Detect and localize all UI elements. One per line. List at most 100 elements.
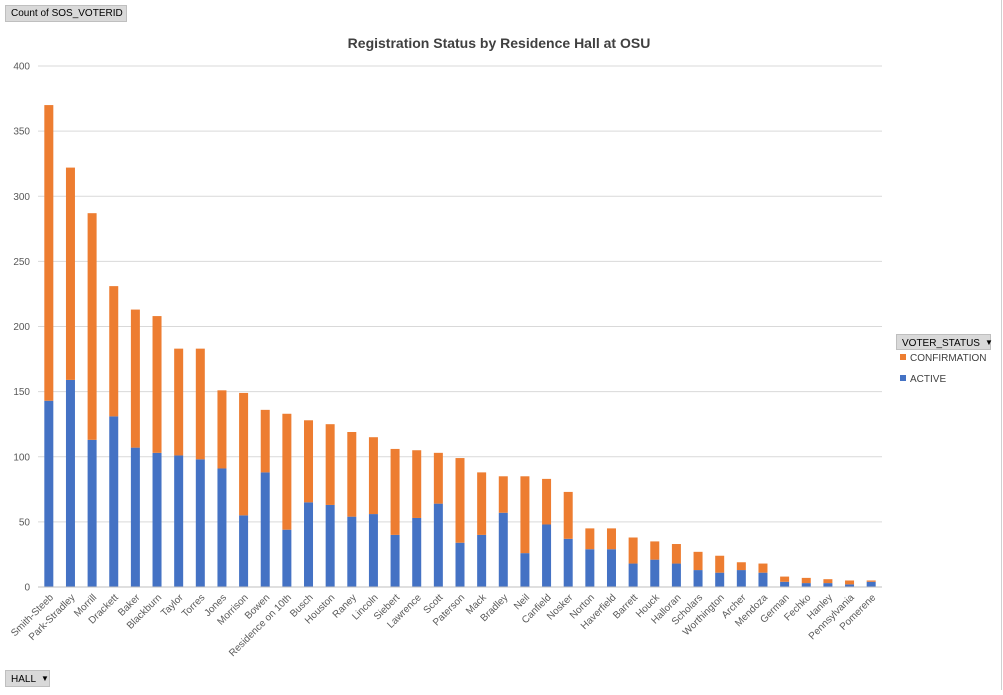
bar-active — [455, 542, 465, 587]
bar-confirmation — [866, 580, 876, 582]
chart-title: Registration Status by Residence Hall at… — [348, 35, 651, 51]
bar-active — [542, 524, 552, 587]
bar-active — [845, 584, 855, 587]
bar-active — [260, 472, 270, 587]
window-edge-divider — [1001, 0, 1002, 690]
bar-confirmation — [390, 448, 400, 535]
bar-confirmation — [628, 537, 638, 564]
bar-confirmation — [801, 577, 811, 584]
legend-label-confirmation: CONFIRMATION — [910, 353, 987, 364]
y-axis-tick-labels: 0 50 100 150 200 250 300 350 400 — [13, 62, 30, 594]
bar-confirmation — [563, 491, 573, 539]
bar-active — [195, 459, 205, 587]
bar-confirmation — [520, 476, 530, 554]
y-tick-label: 100 — [13, 452, 30, 463]
bar-active — [347, 516, 357, 587]
bar-confirmation — [239, 392, 249, 516]
bar-active — [368, 514, 378, 587]
bar-active — [823, 583, 833, 587]
y-tick-label: 150 — [13, 387, 30, 398]
bar-confirmation — [650, 541, 660, 560]
bar-confirmation — [715, 555, 725, 573]
bar-confirmation — [606, 528, 616, 550]
bar-confirmation — [671, 544, 681, 564]
x-tick-label: Torres — [180, 592, 207, 619]
y-tick-label: 250 — [13, 257, 30, 268]
bar-active — [152, 452, 162, 587]
bar-active — [520, 553, 530, 587]
bar-confirmation — [195, 348, 205, 460]
bar-confirmation — [174, 348, 184, 456]
bar-active — [282, 529, 292, 587]
bar-active — [780, 581, 790, 587]
legend-field-button[interactable]: VOTER_STATUS ▼ — [896, 334, 993, 350]
value-field-button[interactable]: Count of SOS_VOTERID — [5, 5, 127, 22]
bars — [44, 105, 876, 587]
bar-confirmation — [130, 309, 140, 448]
bar-active — [866, 581, 876, 587]
bar-active — [606, 549, 616, 587]
bar-confirmation — [412, 450, 422, 518]
bar-active — [498, 512, 508, 587]
legend-field-label: VOTER_STATUS — [902, 338, 980, 349]
bar-confirmation — [542, 478, 552, 525]
bar-active — [217, 468, 227, 587]
hall-field-label: HALL — [11, 674, 37, 685]
bar-active — [390, 534, 400, 587]
bar-confirmation — [693, 551, 703, 571]
legend-entry-confirmation: CONFIRMATION — [900, 352, 986, 366]
bar-confirmation — [477, 472, 487, 535]
bar-active — [304, 502, 314, 587]
bar-active — [433, 503, 443, 587]
bar-active — [87, 439, 97, 587]
bar-confirmation — [455, 458, 465, 543]
bar-confirmation — [498, 476, 508, 513]
bar-confirmation — [585, 528, 595, 550]
legend-swatch-active — [900, 375, 906, 381]
bar-active — [477, 534, 487, 587]
bar-active — [650, 559, 660, 587]
bar-confirmation — [758, 563, 768, 573]
bar-confirmation — [347, 432, 357, 517]
bar-confirmation — [217, 390, 227, 469]
bar-confirmation — [87, 213, 97, 440]
bar-active — [65, 379, 75, 587]
chevron-down-icon: ▼ — [41, 674, 49, 683]
y-tick-label: 50 — [19, 517, 31, 528]
bar-confirmation — [109, 286, 119, 417]
bar-active — [130, 447, 140, 587]
bar-confirmation — [282, 413, 292, 530]
bar-active — [715, 572, 725, 587]
bar-confirmation — [260, 409, 270, 473]
bar-active — [109, 416, 119, 587]
legend-swatch-confirmation — [900, 354, 906, 360]
bar-active — [736, 570, 746, 587]
bar-confirmation — [304, 420, 314, 503]
y-tick-label: 200 — [13, 322, 30, 333]
bar-confirmation — [368, 437, 378, 515]
legend-label-active: ACTIVE — [910, 374, 947, 385]
bar-active — [325, 504, 335, 587]
bar-confirmation — [845, 580, 855, 585]
y-tick-label: 300 — [13, 192, 30, 203]
value-field-label: Count of SOS_VOTERID — [11, 8, 123, 19]
bar-active — [585, 549, 595, 587]
legend-entry-active: ACTIVE — [900, 373, 946, 387]
y-tick-label: 400 — [13, 62, 30, 73]
bar-confirmation — [65, 167, 75, 380]
bar-active — [174, 455, 184, 587]
y-tick-label: 350 — [13, 127, 30, 138]
bar-active — [412, 517, 422, 587]
bar-active — [239, 515, 249, 587]
bar-confirmation — [780, 576, 790, 582]
y-tick-label: 0 — [24, 583, 30, 594]
bar-confirmation — [325, 424, 335, 505]
bar-active — [628, 563, 638, 587]
bar-active — [671, 563, 681, 587]
hall-field-button[interactable]: HALL ▼ — [5, 670, 50, 687]
bar-active — [801, 583, 811, 587]
bar-confirmation — [823, 579, 833, 584]
bar-confirmation — [433, 452, 443, 504]
